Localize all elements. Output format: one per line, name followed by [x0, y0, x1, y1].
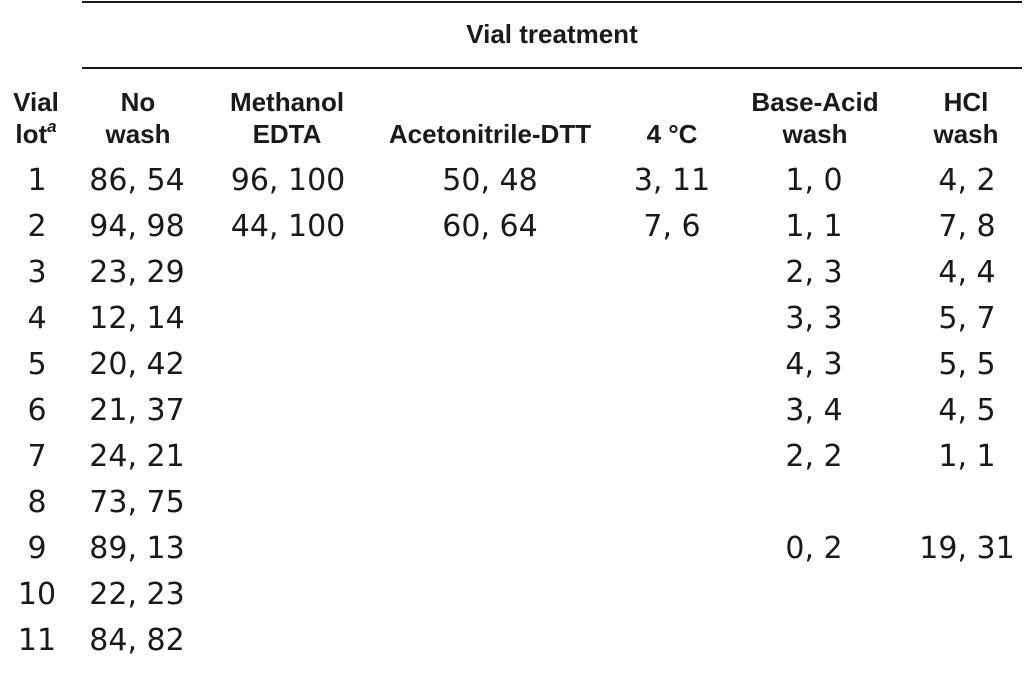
hcl-wash-cell: 19, 31: [919, 531, 1015, 566]
hcl-wash-cell: 4, 4: [938, 255, 996, 290]
4c-cell: 3, 11: [633, 163, 711, 198]
no-wash-cell: 20, 42: [89, 347, 185, 382]
methanol-edta-cell: 44, 100: [230, 209, 346, 244]
no-wash-cell: 89, 13: [89, 531, 185, 566]
table-row: 7 24, 21 2, 2 1, 1: [0, 434, 1028, 480]
lot-cell: 7: [27, 439, 47, 474]
table-row: 9 89, 13 0, 2 19, 31: [0, 526, 1028, 572]
table-row: 5 20, 42 4, 3 5, 5: [0, 342, 1028, 388]
hcl-wash-cell: 7, 8: [938, 209, 996, 244]
no-wash-cell: 21, 37: [89, 393, 185, 428]
table-row: 11 84, 82: [0, 618, 1028, 664]
base-acid-wash-cell: 2, 2: [785, 439, 843, 474]
table-row: 6 21, 37 3, 4 4, 5: [0, 388, 1028, 434]
lot-cell: 2: [27, 209, 47, 244]
base-acid-wash-cell: 3, 4: [785, 393, 843, 428]
no-wash-cell: 73, 75: [89, 485, 185, 520]
header-vial-lot: Vial lota: [6, 86, 66, 150]
header-vial-lot-line1: Vial: [13, 87, 59, 117]
table-row: 2 94, 98 44, 100 60, 64 7, 6 1, 1 7, 8: [0, 204, 1028, 250]
header-vial-lot-line2: lot: [15, 119, 48, 149]
4c-cell: 7, 6: [643, 209, 701, 244]
table-row: 3 23, 29 2, 3 4, 4: [0, 250, 1028, 296]
group-header: Vial treatment: [466, 19, 638, 49]
base-acid-wash-cell: 0, 2: [785, 531, 843, 566]
base-acid-wash-cell: 1, 0: [785, 163, 843, 198]
lot-cell: 5: [27, 347, 47, 382]
table-row: 10 22, 23: [0, 572, 1028, 618]
hcl-wash-cell: 5, 7: [938, 301, 996, 336]
lot-cell: 8: [27, 485, 47, 520]
table-row: 4 12, 14 3, 3 5, 7: [0, 296, 1028, 342]
lot-cell: 6: [27, 393, 47, 428]
no-wash-cell: 23, 29: [89, 255, 185, 290]
group-header-rule: [82, 67, 1022, 69]
header-hcl-wash: HCl wash: [933, 87, 999, 149]
table-row: 8 73, 75: [0, 480, 1028, 526]
header-4c: 4 °C: [646, 119, 698, 149]
hcl-wash-cell: 4, 2: [938, 163, 996, 198]
lot-cell: 9: [27, 531, 47, 566]
hcl-wash-cell: 4, 5: [938, 393, 996, 428]
base-acid-wash-cell: 3, 3: [785, 301, 843, 336]
lot-cell: 1: [27, 163, 47, 198]
base-acid-wash-cell: 1, 1: [785, 209, 843, 244]
methanol-edta-cell: 96, 100: [230, 163, 346, 198]
base-acid-wash-cell: 4, 3: [785, 347, 843, 382]
no-wash-cell: 86, 54: [89, 163, 185, 198]
no-wash-cell: 84, 82: [89, 623, 185, 658]
base-acid-wash-cell: 2, 3: [785, 255, 843, 290]
header-acetonitrile-dtt: Acetonitrile-DTT: [388, 119, 592, 149]
no-wash-cell: 94, 98: [89, 209, 185, 244]
header-methanol-edta: Methanol EDTA: [229, 87, 345, 149]
no-wash-cell: 24, 21: [89, 439, 185, 474]
no-wash-cell: 22, 23: [89, 577, 185, 612]
hcl-wash-cell: 5, 5: [938, 347, 996, 382]
header-no-wash: No wash: [105, 87, 171, 149]
acetonitrile-dtt-cell: 50, 48: [442, 163, 538, 198]
acetonitrile-dtt-cell: 60, 64: [442, 209, 538, 244]
header-base-acid-wash: Base-Acid wash: [751, 87, 879, 149]
lot-cell: 3: [27, 255, 47, 290]
no-wash-cell: 12, 14: [89, 301, 185, 336]
table-row: 1 86, 54 96, 100 50, 48 3, 11 1, 0 4, 2: [0, 158, 1028, 204]
lot-cell: 4: [27, 301, 47, 336]
lot-cell: 10: [17, 577, 57, 612]
lot-cell: 11: [17, 623, 57, 658]
hcl-wash-cell: 1, 1: [938, 439, 996, 474]
table-top-rule: [82, 1, 1022, 3]
footnote-marker: a: [47, 117, 57, 136]
